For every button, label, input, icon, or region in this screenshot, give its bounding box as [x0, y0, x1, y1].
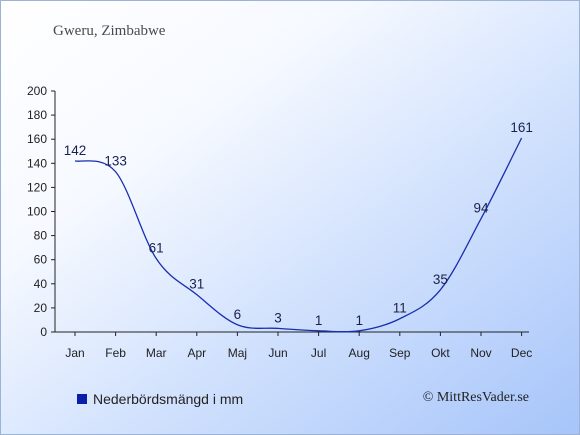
x-tick-label: Okt: [431, 346, 450, 360]
x-tick-label: Jan: [65, 346, 84, 360]
data-label: 1: [355, 313, 363, 328]
y-tick-label: 0: [40, 325, 47, 339]
x-tick-label: Jul: [311, 346, 326, 360]
legend: Nederbördsmängd i mm: [77, 391, 243, 407]
x-tick-label: Maj: [228, 346, 247, 360]
data-label: 35: [433, 272, 448, 287]
x-tick-label: Sep: [389, 346, 411, 360]
data-label: 11: [393, 301, 407, 316]
data-label: 133: [104, 154, 127, 169]
y-tick-label: 60: [34, 253, 48, 267]
x-tick-label: Apr: [187, 346, 206, 360]
y-tick-label: 120: [27, 180, 47, 194]
y-tick-label: 180: [27, 108, 47, 122]
data-label: 1: [315, 313, 323, 328]
y-tick-label: 40: [34, 277, 48, 291]
y-tick-label: 140: [27, 156, 47, 170]
data-label: 142: [64, 143, 87, 158]
data-label: 161: [510, 120, 533, 135]
x-tick-label: Dec: [511, 346, 532, 360]
data-label: 6: [234, 307, 242, 322]
data-label: 61: [149, 240, 164, 255]
x-tick-label: Mar: [146, 346, 167, 360]
x-tick-label: Jun: [268, 346, 287, 360]
data-label: 94: [473, 201, 489, 216]
x-tick-label: Nov: [470, 346, 491, 360]
legend-label: Nederbördsmängd i mm: [93, 391, 244, 407]
x-tick-label: Aug: [349, 346, 370, 360]
y-tick-label: 100: [27, 205, 47, 219]
x-tick-label: Feb: [105, 346, 126, 360]
y-tick-label: 20: [34, 301, 48, 315]
data-label: 3: [274, 310, 282, 325]
legend-swatch: [77, 394, 87, 404]
y-tick-label: 160: [27, 132, 47, 146]
data-label: 31: [189, 277, 204, 292]
y-tick-label: 200: [27, 84, 47, 98]
series-line: [74, 137, 523, 333]
y-tick-label: 80: [34, 229, 48, 243]
chart-title: Gweru, Zimbabwe: [53, 23, 166, 39]
copyright-text: © MittResVader.se: [422, 390, 529, 405]
